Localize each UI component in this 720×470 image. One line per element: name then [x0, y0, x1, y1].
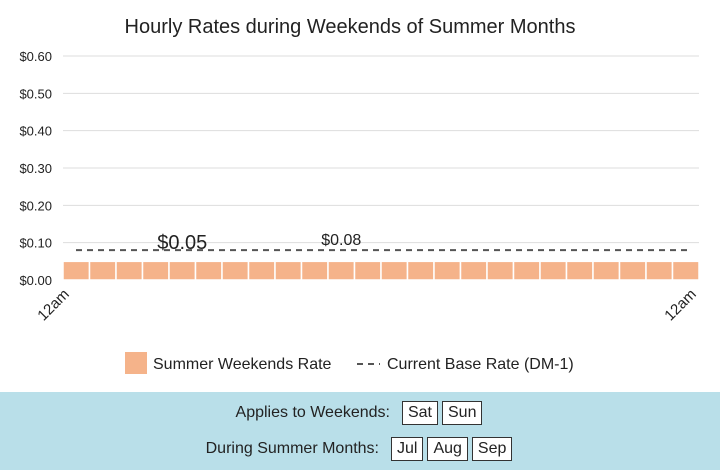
chart-title: Hourly Rates during Weekends of Summer M… — [125, 16, 576, 38]
bar — [380, 260, 409, 281]
bar — [194, 260, 223, 281]
bar — [539, 260, 568, 281]
bar-series — [62, 260, 700, 281]
y-tick-label: $0.20 — [19, 198, 52, 213]
day-chip-sun[interactable]: Sun — [442, 401, 483, 425]
bar — [168, 260, 197, 281]
footer-panel: Applies to Weekends: Sat Sun During Summ… — [0, 392, 720, 470]
bar — [671, 260, 700, 281]
month-chip-sep[interactable]: Sep — [471, 437, 513, 461]
y-tick-label: $0.50 — [19, 86, 52, 101]
y-axis-ticks: $0.00 $0.10 $0.20 $0.30 $0.40 $0.50 $0.60 — [19, 49, 52, 288]
annotation-weekend-rate: $0.05 — [157, 232, 207, 254]
bar — [645, 260, 674, 281]
bar — [141, 260, 170, 281]
bar — [353, 260, 382, 281]
annotations: $0.05 $0.08 — [157, 232, 361, 254]
months-row: During Summer Months: Jul Aug Sep — [0, 437, 720, 461]
weekends-label: Applies to Weekends: — [235, 404, 390, 421]
rate-chart: Hourly Rates during Weekends of Summer M… — [19, 16, 700, 374]
bar — [433, 260, 462, 281]
bar — [62, 260, 91, 281]
legend-label-base-rate: Current Base Rate (DM-1) — [387, 356, 574, 373]
legend-label-weekends: Summer Weekends Rate — [153, 356, 332, 373]
day-chip-sat[interactable]: Sat — [401, 401, 438, 425]
grid-lines — [63, 55, 699, 281]
bar — [618, 260, 647, 281]
x-axis-ticks: 12am 12am — [34, 286, 700, 325]
bar — [592, 260, 621, 281]
y-tick-label: $0.40 — [19, 124, 52, 139]
weekends-row: Applies to Weekends: Sat Sun — [0, 401, 720, 425]
month-chip-aug[interactable]: Aug — [427, 437, 468, 461]
bar — [221, 260, 250, 281]
x-tick-label: 12am — [661, 286, 700, 325]
bar — [300, 260, 329, 281]
bar — [512, 260, 541, 281]
x-tick-label: 12am — [34, 286, 73, 325]
annotation-base-rate: $0.08 — [321, 232, 361, 249]
months-label: During Summer Months: — [205, 440, 379, 457]
bar — [88, 260, 117, 281]
legend: Summer Weekends Rate Current Base Rate (… — [125, 352, 574, 374]
month-chip-jul[interactable]: Jul — [391, 437, 424, 461]
bar — [115, 260, 144, 281]
legend-swatch-weekends — [125, 352, 147, 374]
bar — [274, 260, 303, 281]
y-tick-label: $0.10 — [19, 236, 52, 251]
y-tick-label: $0.00 — [19, 273, 52, 288]
bar — [486, 260, 515, 281]
y-tick-label: $0.30 — [19, 161, 52, 176]
bar — [327, 260, 356, 281]
bar — [406, 260, 435, 281]
bar — [459, 260, 488, 281]
y-tick-label: $0.60 — [19, 49, 52, 64]
bar — [247, 260, 276, 281]
bar — [565, 260, 594, 281]
